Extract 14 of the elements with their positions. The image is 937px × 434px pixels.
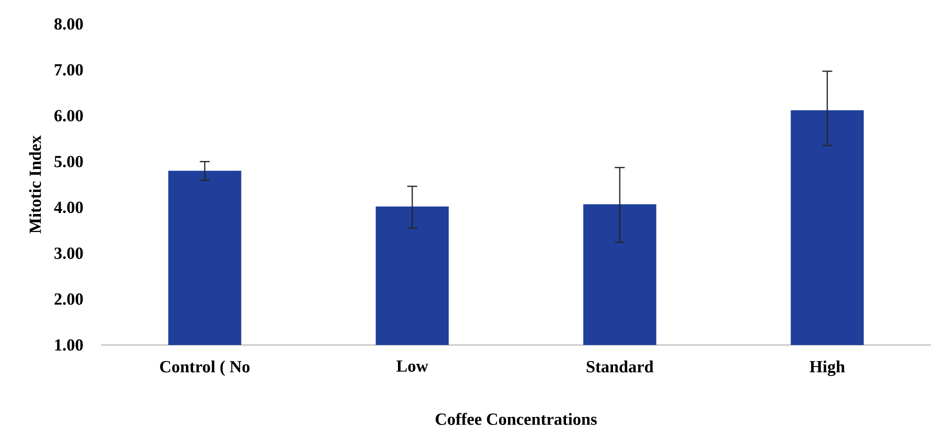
- y-tick-label: 6.00: [54, 110, 83, 122]
- y-tick-label: 8.00: [54, 18, 83, 30]
- x-tick-label: Low: [396, 360, 428, 372]
- x-tick-label: Standard: [586, 360, 654, 372]
- x-axis-title: Coffee Concentrations: [436, 412, 597, 425]
- x-tick-label: High: [810, 360, 845, 376]
- y-tick-label: 2.00: [54, 293, 83, 305]
- y-tick-label: 4.00: [54, 202, 83, 214]
- x-tick-label: Control ( No: [160, 360, 250, 376]
- y-tick-label: 7.00: [54, 64, 83, 76]
- y-tick-label: 3.00: [54, 248, 83, 260]
- y-tick-label: 5.00: [54, 156, 83, 168]
- y-tick-label: 1.00: [55, 339, 83, 351]
- y-axis-title: Mitotic Index: [29, 135, 42, 234]
